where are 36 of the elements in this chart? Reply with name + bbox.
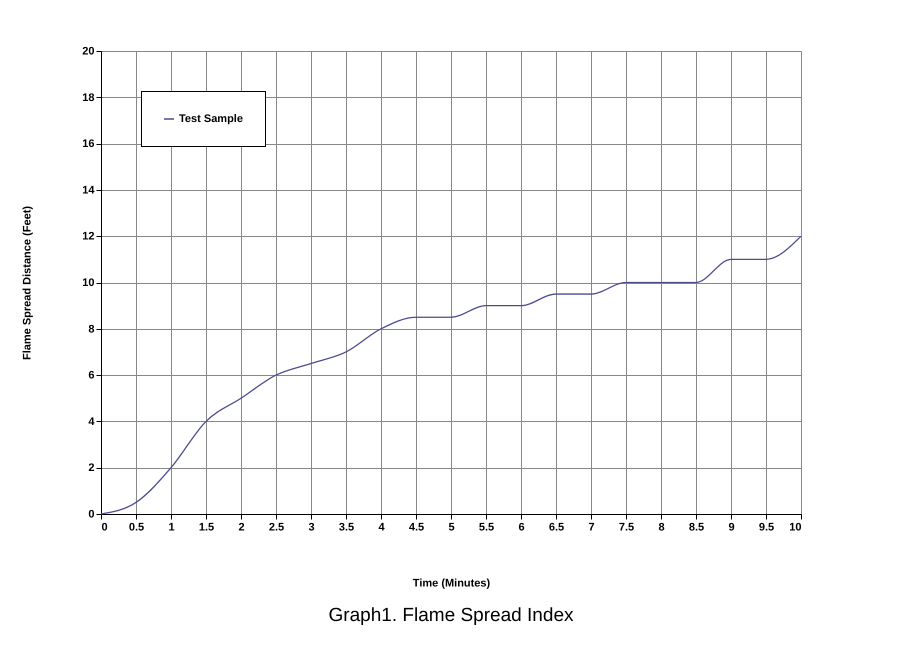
y-tick-label: 2 bbox=[88, 462, 94, 474]
y-tick-label: 6 bbox=[88, 370, 94, 382]
y-tick-label: 8 bbox=[88, 323, 94, 336]
x-tick-label: 10 bbox=[789, 522, 802, 534]
x-tick-label: 4.5 bbox=[408, 522, 424, 534]
y-tick-label: 0 bbox=[88, 508, 94, 520]
x-tick-label: 9 bbox=[728, 522, 735, 534]
y-tick-label: 12 bbox=[82, 230, 94, 243]
y-tick-label: 18 bbox=[82, 92, 94, 104]
x-tick-label: 3 bbox=[308, 522, 315, 534]
caption: Graph1. Flame Spread Index bbox=[328, 605, 574, 626]
x-tick-label: 1.5 bbox=[198, 522, 214, 534]
y-tick-label: 16 bbox=[82, 138, 94, 150]
x-tick-label: 3.5 bbox=[338, 522, 354, 534]
x-tick-label: 7 bbox=[588, 522, 595, 534]
y-tick-label: 4 bbox=[88, 416, 96, 428]
y-tick-label: 14 bbox=[82, 184, 96, 196]
x-tick-label: 0 bbox=[102, 522, 108, 534]
x-tick-label: 5.5 bbox=[478, 522, 494, 534]
x-tick-label: 8 bbox=[658, 522, 665, 534]
x-tick-label: 6.5 bbox=[548, 522, 564, 534]
x-tick-label: 5 bbox=[448, 522, 455, 534]
y-axis-title: Flame Spread Distance (Feet) bbox=[21, 206, 34, 360]
x-tick-label: 0.5 bbox=[128, 522, 144, 534]
x-tick-label: 4 bbox=[378, 522, 386, 534]
y-tick-label: 10 bbox=[82, 277, 94, 289]
x-tick-label: 8.5 bbox=[688, 522, 704, 534]
x-tick-label: 6 bbox=[518, 522, 525, 534]
x-tick-label: 9.5 bbox=[758, 522, 774, 534]
x-tick-label: 7.5 bbox=[618, 522, 634, 534]
x-tick-label: 1 bbox=[168, 522, 175, 534]
x-axis-title: Time (Minutes) bbox=[412, 578, 491, 590]
legend-label: Test Sample bbox=[179, 113, 243, 125]
x-tick-label: 2 bbox=[238, 522, 245, 534]
x-tick-label: 2.5 bbox=[268, 522, 284, 534]
y-tick-label: 20 bbox=[82, 46, 94, 58]
